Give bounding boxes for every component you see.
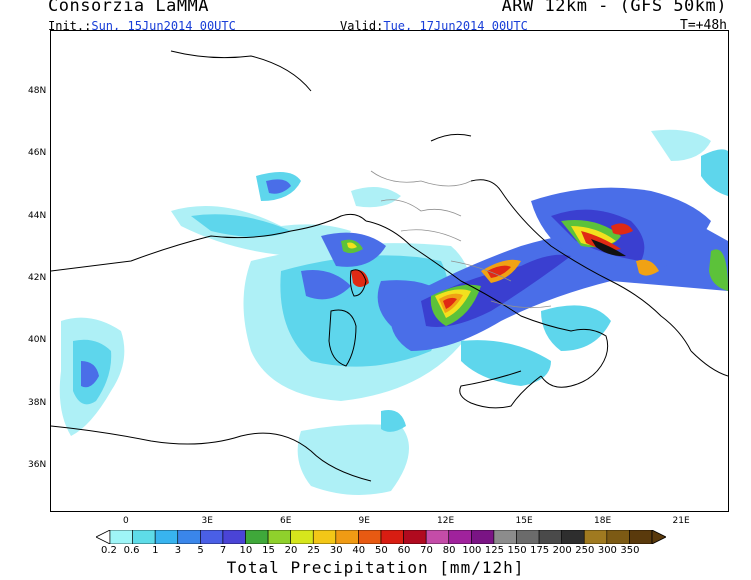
colorbar-swatch (516, 530, 540, 544)
lon-label: 15E (515, 516, 533, 526)
precip-layer (59, 129, 728, 495)
colorbar-title: Total Precipitation [mm/12h] (226, 558, 525, 577)
colorbar-level-label: 300 (597, 545, 617, 556)
colorbar-level-label: 80 (442, 545, 456, 556)
init-time: Init.:Sun, 15Jun2014 00UTC (48, 19, 236, 33)
model-title: ARW 12km - (GFS 50km) (501, 0, 727, 16)
colorbar-level-label: 150 (507, 545, 527, 556)
colorbar-level-label: 60 (397, 545, 411, 556)
colorbar-left-arrow (96, 530, 111, 544)
colorbar-level-label: 30 (329, 545, 343, 556)
colorbar-level-label: 7 (219, 545, 227, 556)
valid-value: Tue, 17Jun2014 00UTC (383, 19, 528, 33)
lat-label: 36N (28, 459, 47, 470)
colorbar-swatch (425, 530, 450, 544)
colorbar-swatch (493, 530, 517, 544)
colorbar-swatch (561, 530, 585, 544)
lat-label: 44N (28, 210, 47, 221)
colorbar-swatch (335, 530, 359, 544)
coastlines (51, 50, 728, 482)
lon-label: 18E (594, 516, 612, 526)
colorbar-swatch (222, 530, 246, 544)
lat-label: 38N (28, 397, 47, 408)
lat-label: 46N (28, 148, 47, 159)
borders (370, 170, 552, 309)
valid-time: Valid:Tue, 17Jun2014 00UTC (340, 19, 528, 33)
colorbar-level-label: 175 (530, 545, 550, 556)
colorbar-swatch (606, 530, 630, 544)
colorbar-swatch (312, 530, 337, 544)
colorbar-level-label: 1 (152, 545, 159, 556)
colorbar-swatch (109, 530, 133, 544)
colorbar-level-label: 5 (197, 545, 204, 556)
colorbar-level-label: 100 (462, 545, 482, 556)
colorbar-swatch (448, 530, 472, 544)
lat-label: 42N (28, 272, 47, 283)
map-canvas (51, 50, 728, 495)
colorbar-swatch (267, 530, 291, 544)
colorbar-level-label: 250 (575, 545, 595, 556)
init-label: Init.: (48, 19, 92, 33)
colorbar-right-arrow (651, 530, 666, 544)
colorbar-level-label: 200 (552, 545, 572, 556)
map-title: Consorzia LaMMA (48, 0, 210, 16)
precipitation-colorbar (96, 530, 666, 544)
lon-label: 12E (437, 516, 455, 526)
lon-label: 9E (358, 516, 370, 526)
colorbar-level-label: 0.2 (101, 545, 117, 556)
colorbar-swatch (538, 530, 562, 544)
colorbar-swatch (471, 530, 495, 544)
init-value: Sun, 15Jun2014 00UTC (91, 19, 236, 33)
colorbar-swatch (154, 530, 179, 544)
lon-label: 0 (123, 516, 129, 526)
colorbar-swatch (132, 530, 156, 544)
colorbar-level-label: 70 (420, 545, 433, 556)
lon-label: 3E (201, 516, 213, 526)
forecast-step: T=+48h (680, 18, 727, 33)
colorbar-level-label: 10 (239, 545, 253, 556)
colorbar-swatch (629, 530, 653, 544)
colorbar-swatch (200, 530, 224, 544)
colorbar-level-label: 3 (174, 545, 182, 556)
valid-label: Valid: (340, 19, 384, 33)
colorbar-swatch (380, 530, 404, 544)
lon-label: 6E (280, 516, 292, 526)
colorbar-level-label: 40 (352, 545, 366, 556)
colorbar-level-label: 350 (620, 545, 640, 556)
colorbar-level-label: 20 (284, 545, 298, 556)
lat-label: 40N (28, 335, 47, 346)
colorbar-swatch (403, 530, 427, 544)
colorbar-level-label: 25 (307, 545, 320, 556)
colorbar-swatch (583, 530, 608, 544)
colorbar-swatch (358, 530, 382, 544)
colorbar-level-label: 125 (484, 545, 504, 556)
colorbar-level-label: 0.6 (123, 545, 140, 556)
lon-label: 21E (672, 516, 690, 526)
precipitation-map (50, 30, 729, 512)
colorbar-level-label: 50 (375, 545, 388, 556)
colorbar-swatch (290, 530, 314, 544)
colorbar-swatch (177, 530, 201, 544)
colorbar-level-label: 15 (262, 545, 275, 556)
lat-label: 48N (28, 86, 47, 96)
colorbar-swatch (245, 530, 269, 544)
